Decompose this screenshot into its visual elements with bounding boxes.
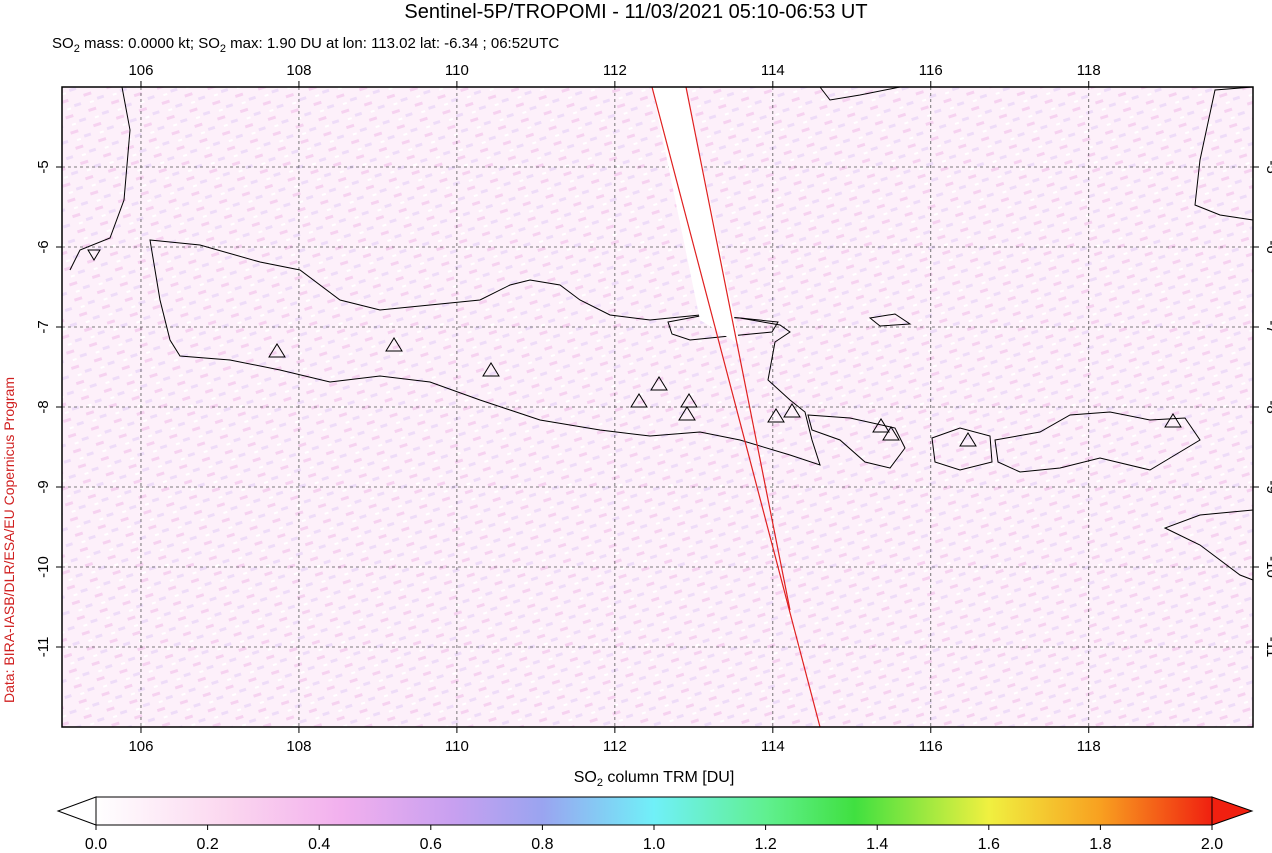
y-tick-label: -10: [35, 556, 52, 578]
colorbar-tick-label: 2.0: [1201, 836, 1223, 853]
coast-sumatra: [69, 86, 131, 271]
colorbar-tick-label: 1.0: [643, 836, 665, 853]
y-tick-label: -11: [1263, 637, 1272, 658]
x-tick-label: 118: [1077, 62, 1101, 79]
x-tick-label: 108: [286, 738, 311, 755]
y-tick-label: -8: [35, 400, 52, 413]
orbit-gap: [652, 87, 740, 345]
text-part: max: 1.90 DU at lon: 113.02 lat: -6.34 ;…: [226, 35, 559, 52]
credit: Data: BIRA-IASB/DLR/ESA/EU Copernicus Pr…: [1, 377, 17, 703]
colorbar-tick-label: 1.2: [754, 836, 776, 853]
colorbar-ticks: 0.0 0.2 0.4 0.6 0.8 1.0 1.2 1.4 1.6 1.8 2.0: [85, 825, 1223, 853]
x-tick-label: 116: [919, 62, 943, 79]
x-tick-label: 112: [603, 62, 627, 79]
text-part: mass: 0.0000 kt; SO: [80, 35, 220, 52]
colorbar-tick-label: 1.6: [978, 836, 1000, 853]
subtitle: SO2 mass: 0.0000 kt; SO2 max: 1.90 DU at…: [52, 35, 559, 55]
title: Sentinel-5P/TROPOMI - 11/03/2021 05:10-0…: [404, 1, 867, 23]
orbit-edges: [651, 86, 821, 728]
colorbar-tick-label: 0.0: [85, 836, 107, 853]
y-tick-label: -9: [35, 480, 52, 493]
y-tick-label: -7: [35, 320, 52, 333]
colorbar-label: SO2 column TRM [DU]: [574, 769, 735, 789]
orbit-edge-left: [651, 86, 821, 728]
y-tick-label: -11: [35, 637, 52, 658]
coast-lombok: [931, 427, 993, 471]
colorbar-tick-label: 0.2: [196, 836, 218, 853]
x-tick-label: 108: [286, 62, 311, 79]
colorbar-under: [56, 796, 97, 826]
text-part: column TRM [DU]: [603, 769, 734, 786]
coast-sulawesi: [1194, 86, 1254, 221]
y-tick-label: -9: [1263, 480, 1272, 493]
coastlines: [69, 86, 1254, 581]
x-tick-label: 106: [128, 62, 153, 79]
x-tick-label: 118: [1077, 738, 1101, 755]
coast-flores: [1163, 509, 1254, 581]
colorbar-tick-label: 1.8: [1089, 836, 1111, 853]
x-tick-label: 114: [761, 62, 785, 79]
orbit-edge-right: [685, 86, 791, 611]
colorbar: [95, 796, 1213, 826]
x-tick-label: 116: [919, 738, 943, 755]
x-tick-label: 106: [128, 738, 153, 755]
coast-kangean: [868, 313, 912, 327]
coast-bali: [807, 414, 906, 469]
y-tick-label: -5: [1263, 160, 1272, 173]
text-part: SO: [574, 769, 597, 786]
coast-java: [149, 239, 821, 466]
colorbar-tick-label: 0.8: [531, 836, 553, 853]
y-tick-label: -10: [1263, 556, 1272, 578]
y-tick-label: -7: [1263, 320, 1272, 333]
y-tick-label: -6: [1263, 240, 1272, 253]
colorbar-tick-label: 0.4: [308, 836, 330, 853]
x-tick-label: 110: [445, 738, 469, 755]
grid: [62, 87, 1253, 727]
volcanoes: [87, 249, 1182, 447]
subscript: 2: [597, 777, 603, 789]
x-tick-label: 112: [603, 738, 627, 755]
colorbar-tick-label: 0.6: [420, 836, 442, 853]
volcano-markers: [87, 249, 1182, 447]
subscript: 2: [220, 43, 226, 55]
text-part: SO: [52, 35, 74, 52]
subscript: 2: [74, 43, 80, 55]
y-tick-label: -5: [35, 160, 52, 173]
axes: 106 106 108 108 110 110 112 112 114 114 116 116 118 1…: [35, 62, 1272, 755]
x-tick-label: 110: [445, 62, 469, 79]
x-tick-label: 114: [761, 738, 785, 755]
y-tick-label: -8: [1263, 400, 1272, 413]
coast-kalimantan: [819, 86, 901, 101]
y-tick-label: -6: [35, 240, 52, 253]
coast-sumbawa: [994, 411, 1201, 473]
colorbar-over: [1211, 796, 1254, 826]
colorbar-tick-label: 1.4: [866, 836, 888, 853]
